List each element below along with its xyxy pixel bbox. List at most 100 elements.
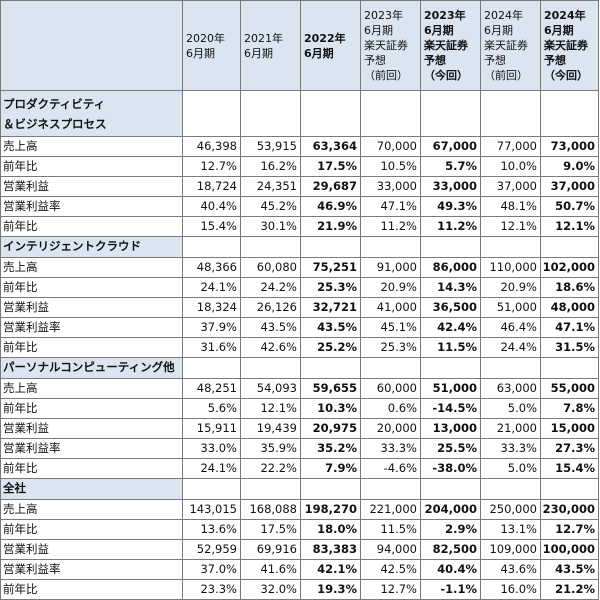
empty-cell [300,357,361,379]
section-header-row: プロダクティビティ ＆ビジネスプロセス [0,90,599,137]
row-label: 前年比 [0,277,183,298]
value-cell: 15,911 [182,418,241,439]
column-header-line: 予想 [424,54,446,67]
value-cell: 67,000 [420,136,481,157]
value-cell: 21,000 [480,418,541,439]
column-header-3: 2023年 6月期 楽天証券 予想 （前回） [360,0,421,91]
value-cell: 11.2% [360,216,421,237]
column-header-6: 2024年 6月期 楽天証券 予想 （今回） [540,0,599,91]
section-title: パーソナルコンピューティング他 [0,357,183,379]
value-cell: 21.9% [300,216,361,237]
row-label: 営業利益 [0,418,183,439]
value-cell: 51,000 [420,378,481,399]
value-cell: 20,975 [300,418,361,439]
section-title-line: プロダクティビティ [3,96,106,111]
empty-cell [360,236,421,258]
empty-cell [540,478,599,500]
value-cell: 47.1% [360,196,421,217]
value-cell: 25.5% [420,438,481,459]
column-header-line: 6月期 [244,46,273,60]
empty-cell [240,478,301,500]
value-cell: 11.2% [420,216,481,237]
row-label: 営業利益率 [0,317,183,338]
row-label: 前年比 [0,156,183,177]
row-label: 前年比 [0,519,183,540]
value-cell: 14.3% [420,277,481,298]
column-header-line: （前回） [364,69,408,82]
value-cell: 12.7% [540,519,599,540]
value-cell: 33.3% [360,438,421,459]
value-cell: 25.3% [360,337,421,358]
empty-cell [540,90,599,137]
table-row: 売上高 48,251 54,093 59,655 60,000 51,000 63,000 5… [0,378,599,399]
column-header-line: 6月期 [484,24,513,37]
section-title-line: ＆ビジネスプロセス [3,116,107,131]
value-cell: -1.1% [420,579,481,600]
value-cell: 20.9% [480,277,541,298]
value-cell: 32,721 [300,297,361,318]
row-label: 前年比 [0,337,183,358]
value-cell: 33.3% [480,438,541,459]
value-cell: -4.6% [360,458,421,479]
empty-cell [182,236,241,258]
value-cell: 50.7% [540,196,599,217]
value-cell: 250,000 [480,499,541,520]
value-cell: 20,000 [360,418,421,439]
value-cell: 94,000 [360,539,421,560]
column-header-line: 2020年 [186,31,225,45]
column-header-4: 2023年 6月期 楽天証券 予想 （今回） [420,0,481,91]
value-cell: 31.5% [540,337,599,358]
value-cell: 25.3% [300,277,361,298]
row-label: 売上高 [0,257,183,278]
value-cell: 24.1% [182,277,241,298]
value-cell: 17.5% [240,519,301,540]
column-header-2: 2022年 6月期 [300,0,361,91]
section-title: プロダクティビティ ＆ビジネスプロセス [0,90,183,137]
value-cell: 102,000 [540,257,599,278]
value-cell: 48,000 [540,297,599,318]
section-header-row: パーソナルコンピューティング他 [0,357,599,379]
value-cell: 53,915 [240,136,301,157]
value-cell: 13,000 [420,418,481,439]
column-header-line: 6月期 [544,24,574,37]
value-cell: -38.0% [420,458,481,479]
value-cell: 18.0% [300,519,361,540]
value-cell: 75,251 [300,257,361,278]
column-header-5: 2024年 6月期 楽天証券 予想 （前回） [480,0,541,91]
value-cell: 13.6% [182,519,241,540]
value-cell: 51,000 [480,297,541,318]
column-header-1: 2021年 6月期 [240,0,301,91]
section-header-row: インテリジェントクラウド [0,236,599,258]
table-row: 営業利益率 37.9% 43.5% 43.5% 45.1% 42.4% 46.4% 47.1% [0,317,599,338]
table-row: 前年比 15.4% 30.1% 21.9% 11.2% 11.2% 12.1% 12.1% [0,216,599,237]
value-cell: 18.6% [540,277,599,298]
value-cell: 73,000 [540,136,599,157]
column-header-line: 楽天証券 [364,39,408,52]
value-cell: 33,000 [360,176,421,197]
value-cell: 40.4% [420,559,481,580]
value-cell: 24.4% [480,337,541,358]
section-title: インテリジェントクラウド [0,236,183,258]
table-row: 営業利益率 37.0% 41.6% 42.1% 42.5% 40.4% 43.6% 43.5% [0,559,599,580]
table-row: 売上高 46,398 53,915 63,364 70,000 67,000 77,000 7… [0,136,599,157]
section-title-line: パーソナルコンピューティング他 [3,360,175,375]
row-label: 売上高 [0,378,183,399]
value-cell: 13.1% [480,519,541,540]
value-cell: 83,383 [300,539,361,560]
value-cell: 48.1% [480,196,541,217]
column-header-line: （今回） [424,69,468,82]
row-label: 営業利益 [0,176,183,197]
value-cell: 19,439 [240,418,301,439]
value-cell: 46.9% [300,196,361,217]
value-cell: 10.0% [480,156,541,177]
value-cell: 52,959 [182,539,241,560]
table-row: 営業利益率 40.4% 45.2% 46.9% 47.1% 49.3% 48.1% 50.7% [0,196,599,217]
table-row: 前年比 13.6% 17.5% 18.0% 11.5% 2.9% 13.1% 12.7% [0,519,599,540]
row-label: 営業利益率 [0,196,183,217]
value-cell: 2.9% [420,519,481,540]
value-cell: 42.1% [300,559,361,580]
value-cell: 55,000 [540,378,599,399]
column-header-line: 6月期 [364,24,393,37]
